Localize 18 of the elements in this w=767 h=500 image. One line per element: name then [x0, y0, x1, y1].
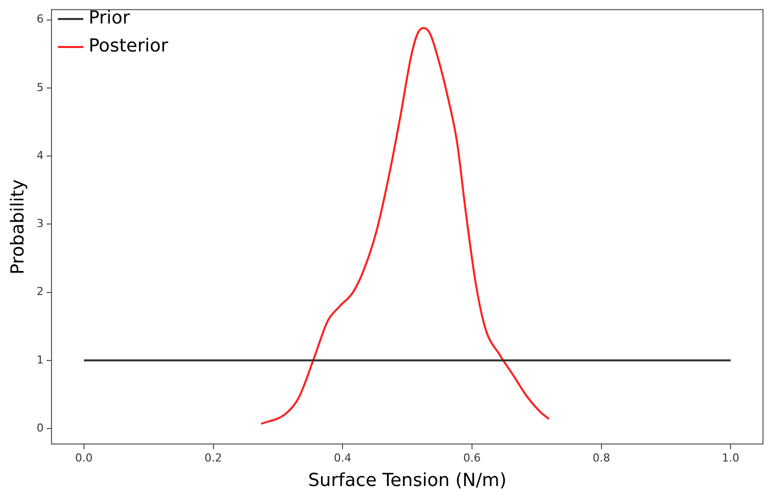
line-series: [260, 26, 550, 425]
x-tick-label: 0.0: [75, 452, 93, 465]
x-tick-label: 0.2: [204, 452, 222, 465]
legend-label: Prior: [88, 8, 131, 29]
legend-label: Posterior: [88, 36, 169, 57]
y-tick-label: 1: [36, 353, 44, 366]
y-tick-label: 3: [36, 217, 44, 230]
y-tick-label: 6: [36, 12, 44, 26]
x-tick-label: 0.6: [463, 452, 481, 465]
y-tick-label: 4: [36, 148, 44, 162]
x-tick-label: 0.4: [334, 452, 352, 465]
y-tick-label: 5: [36, 80, 44, 94]
x-tick-label: 1.0: [722, 452, 740, 465]
y-axis-title: Probability: [7, 178, 28, 274]
x-tick-label: 0.8: [592, 452, 610, 465]
x-axis-title: Surface Tension (N/m): [308, 470, 506, 491]
y-tick-label: 0: [36, 421, 44, 434]
y-tick-label: 2: [36, 285, 44, 298]
